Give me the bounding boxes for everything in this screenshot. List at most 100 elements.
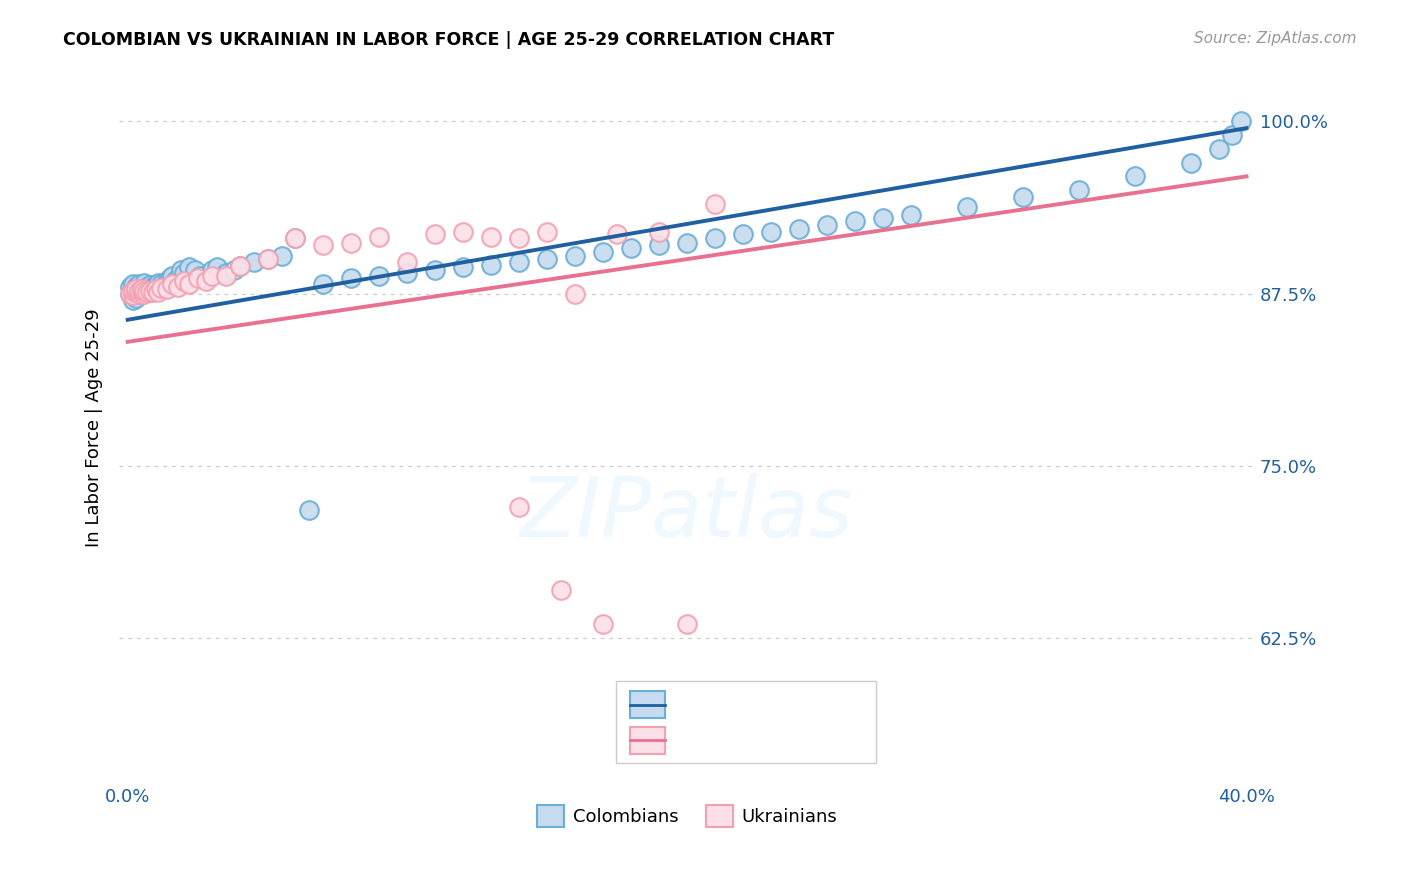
Point <box>120 286 142 301</box>
Point <box>190 268 212 283</box>
Point <box>142 279 165 293</box>
Point <box>162 268 184 283</box>
Text: R = 0.280: R = 0.280 <box>679 731 762 749</box>
Point <box>134 276 156 290</box>
Text: N = 79: N = 79 <box>780 696 838 714</box>
Point <box>648 238 671 252</box>
Point <box>298 503 321 517</box>
Point <box>368 268 391 283</box>
Point <box>122 277 145 291</box>
Point <box>284 231 307 245</box>
Point <box>1208 142 1230 156</box>
Point <box>550 582 572 597</box>
Point <box>396 255 419 269</box>
Point <box>173 266 195 280</box>
Point <box>479 230 502 244</box>
Text: ZIPatlas: ZIPatlas <box>520 473 853 554</box>
Point <box>368 230 391 244</box>
Point <box>1123 169 1146 184</box>
Point <box>136 284 159 298</box>
Point <box>179 277 201 291</box>
Point <box>134 281 156 295</box>
Point <box>592 245 614 260</box>
Legend: Colombians, Ukrainians: Colombians, Ukrainians <box>530 798 845 834</box>
Point <box>284 231 307 245</box>
Point <box>312 277 335 291</box>
Point <box>479 258 502 272</box>
Point <box>1180 155 1202 169</box>
Point <box>214 268 236 283</box>
Point <box>256 252 278 266</box>
Point <box>148 285 170 300</box>
Point <box>165 274 187 288</box>
Point <box>648 225 671 239</box>
Point <box>167 271 190 285</box>
Point <box>564 249 586 263</box>
Point <box>128 286 150 301</box>
Point <box>156 282 179 296</box>
Point <box>142 285 165 300</box>
Point <box>1011 190 1033 204</box>
Point <box>228 259 250 273</box>
Point <box>340 271 363 285</box>
Point <box>184 263 207 277</box>
Point <box>759 225 782 239</box>
Point <box>256 252 278 266</box>
Point <box>125 291 148 305</box>
Point <box>179 260 201 275</box>
Point <box>872 211 894 225</box>
Point <box>704 197 727 211</box>
Point <box>150 281 173 295</box>
Point <box>134 284 156 298</box>
Y-axis label: In Labor Force | Age 25-29: In Labor Force | Age 25-29 <box>86 309 103 548</box>
Text: R = 0.430: R = 0.430 <box>679 696 762 714</box>
Point <box>122 293 145 308</box>
Point <box>142 282 165 296</box>
Point <box>162 277 184 291</box>
Point <box>200 268 222 283</box>
Point <box>131 282 153 296</box>
Text: Source: ZipAtlas.com: Source: ZipAtlas.com <box>1194 31 1357 46</box>
Point <box>228 259 250 273</box>
Point <box>704 231 727 245</box>
Point <box>173 274 195 288</box>
Point <box>131 282 153 296</box>
Point <box>187 271 209 285</box>
Point <box>125 282 148 296</box>
Point <box>156 274 179 288</box>
Point <box>159 271 181 285</box>
Point <box>242 255 264 269</box>
Point <box>1230 114 1253 128</box>
Point <box>508 255 530 269</box>
Point <box>195 271 218 285</box>
Point <box>900 208 922 222</box>
Point <box>340 235 363 250</box>
Point <box>148 276 170 290</box>
Point <box>731 227 754 242</box>
Point <box>136 279 159 293</box>
Point <box>145 282 167 296</box>
Point <box>134 285 156 300</box>
Point <box>508 500 530 515</box>
Point <box>122 285 145 300</box>
Point <box>134 286 156 301</box>
Point <box>676 235 699 250</box>
Point <box>195 274 218 288</box>
Point <box>222 263 245 277</box>
Point <box>214 266 236 280</box>
Point <box>122 288 145 302</box>
Point <box>145 281 167 295</box>
Point <box>120 286 142 301</box>
Point <box>787 221 810 235</box>
Point <box>620 241 643 255</box>
Point <box>592 617 614 632</box>
Point <box>676 617 699 632</box>
Point <box>153 279 176 293</box>
Point <box>205 260 228 275</box>
Point <box>120 279 142 293</box>
Point <box>125 279 148 293</box>
Point <box>125 285 148 300</box>
Text: N = 46: N = 46 <box>780 731 838 749</box>
Point <box>128 277 150 291</box>
Point <box>145 278 167 293</box>
